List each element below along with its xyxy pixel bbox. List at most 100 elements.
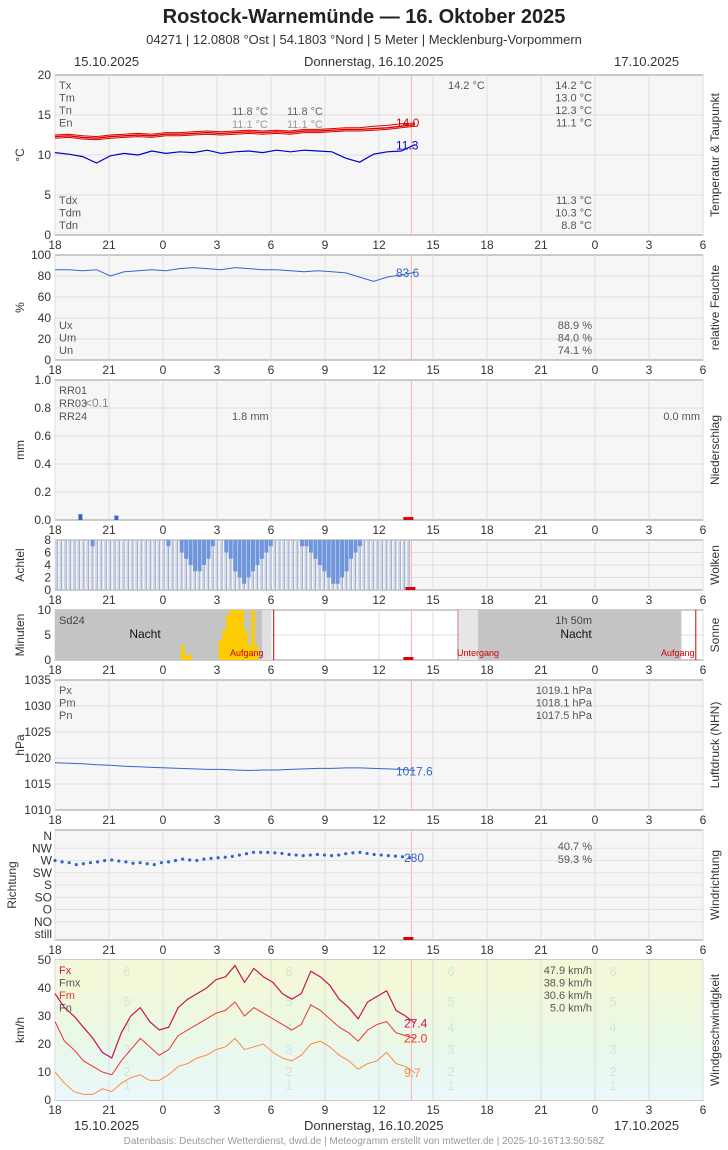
wind-direction-point	[173, 858, 178, 863]
x-tick-label: 0	[592, 1103, 599, 1117]
y-tick-label: 0	[44, 653, 51, 667]
cloud-bg-bar	[219, 540, 223, 590]
dusk-band	[458, 610, 478, 660]
sunshine-bar	[236, 610, 241, 660]
x-tick-label: 3	[214, 593, 221, 607]
wind-direction-point	[188, 858, 192, 862]
cloud-bg-bar	[398, 540, 401, 590]
sunshine-bar	[251, 610, 255, 660]
cloud-bg-bar	[55, 540, 58, 590]
wind-direction-point	[365, 851, 369, 856]
y-tick-label: 6	[44, 546, 51, 560]
x-tick-label: 21	[102, 593, 116, 607]
sunshine-bar	[233, 610, 237, 660]
pressure-stat-value: 1018.1 hPa	[536, 698, 593, 710]
cloud-gap-bar	[340, 540, 345, 578]
wind-direction-point	[152, 862, 156, 867]
cloud-gap-bar	[322, 540, 327, 572]
x-tick-label: 15	[426, 523, 440, 537]
direction-tick-label: NO	[34, 915, 52, 929]
y-tick-label: 2	[44, 571, 51, 585]
y-tick-label: 1025	[24, 725, 51, 739]
cloud-gap-bar	[304, 540, 309, 547]
dew-last-value: 11.3	[396, 139, 419, 153]
beaufort-number: 2	[609, 1064, 616, 1079]
panel-title: Temperatur & Taupunkt	[708, 92, 722, 217]
beaufort-number: 5	[285, 994, 292, 1009]
wind-direction-point	[230, 854, 234, 859]
sun-now-marker	[403, 657, 414, 660]
y-axis-label: Achtel	[13, 548, 27, 581]
dew-stat-key: Tdm	[59, 208, 81, 220]
cloud-bg-bar	[224, 540, 228, 590]
y-tick-label: 4	[44, 558, 51, 572]
y-tick-label: 1030	[24, 699, 51, 713]
beaufort-number: 6	[123, 964, 130, 979]
x-tick-label: 6	[700, 593, 707, 607]
x-tick-label: 18	[48, 523, 62, 537]
x-tick-label: 21	[534, 1103, 548, 1117]
sunshine-bar	[254, 645, 259, 660]
date-left: 15.10.2025	[74, 54, 140, 69]
cloud-bg-bar	[282, 540, 286, 590]
wind-direction-point	[315, 852, 320, 857]
cloud-bg-bar	[406, 540, 410, 590]
x-tick-label: 3	[214, 943, 221, 957]
date-center-bottom: Donnerstag, 16.10.2025	[304, 1118, 444, 1133]
cloud-bg-bar	[148, 540, 152, 590]
beaufort-number: 2	[285, 1064, 292, 1079]
cloud-gap-bar	[349, 540, 353, 559]
sunshine-bar	[184, 655, 189, 660]
wind-direction-point	[322, 853, 327, 857]
panel-title: Luftdruck (NHN)	[708, 702, 722, 789]
wind-direction-point	[131, 861, 135, 865]
y-tick-label: 8	[44, 533, 51, 547]
temp-stat-key: Tx	[59, 80, 72, 92]
cloud-bg-bar	[295, 540, 299, 590]
y-tick-label: 40	[38, 981, 52, 995]
y-axis-label: °C	[13, 148, 27, 162]
cloud-gap-bar	[184, 540, 189, 559]
x-tick-label: 9	[322, 523, 329, 537]
cloud-gap-bar	[179, 540, 184, 553]
cloud-gap-bar	[202, 540, 206, 565]
mean-last-value: 9.7	[404, 1066, 421, 1080]
x-tick-label: 9	[322, 663, 329, 677]
cloud-bg-bar	[393, 540, 397, 590]
x-tick-label: 18	[480, 593, 494, 607]
date-right-bottom: 17.10.2025	[614, 1118, 680, 1133]
y-tick-label: 5	[44, 628, 51, 642]
x-tick-label: 15	[426, 238, 440, 252]
y-tick-label: 30	[38, 1009, 52, 1023]
y-tick-label: 1015	[24, 777, 51, 791]
temp-min-line	[54, 125, 416, 141]
x-tick-label: 3	[646, 813, 653, 827]
night-label-1: Nacht	[129, 627, 161, 641]
y-tick-label: 60	[38, 290, 52, 304]
precip-rr03-value: <0.1	[85, 396, 109, 410]
beaufort-number: 1	[285, 1078, 292, 1093]
precip-right-value: 0.0 mm	[663, 411, 700, 423]
temp-mid-value: 11.8 °C	[232, 106, 268, 118]
cloud-gap-bar	[246, 540, 251, 578]
dew-stat-key: Tdn	[59, 220, 78, 232]
dew-stat-key: Tdx	[59, 195, 78, 207]
x-tick-label: 15	[426, 813, 440, 827]
x-tick-label: 0	[592, 593, 599, 607]
x-tick-label: 6	[700, 238, 707, 252]
pressure-last-value: 1017.6	[396, 764, 433, 778]
y-tick-label: 0.4	[34, 457, 51, 471]
pressure-stat-value: 1017.5 hPa	[536, 710, 593, 722]
wind-direction-point	[273, 851, 277, 855]
y-axis-label: mm	[13, 440, 27, 460]
wind-stat-value: 30.6 km/h	[544, 990, 592, 1002]
pressure-stat-value: 1019.1 hPa	[536, 685, 593, 697]
wind-direction-point	[216, 856, 220, 860]
x-tick-label: 6	[268, 363, 275, 377]
precip-rr24-label: RR24	[59, 411, 87, 423]
humidity-last-value: 83.6	[396, 266, 420, 280]
precip-rr03-label: RR03	[59, 398, 87, 410]
wind-direction-point	[379, 853, 383, 857]
x-tick-label: 15	[426, 593, 440, 607]
x-tick-label: 3	[214, 523, 221, 537]
